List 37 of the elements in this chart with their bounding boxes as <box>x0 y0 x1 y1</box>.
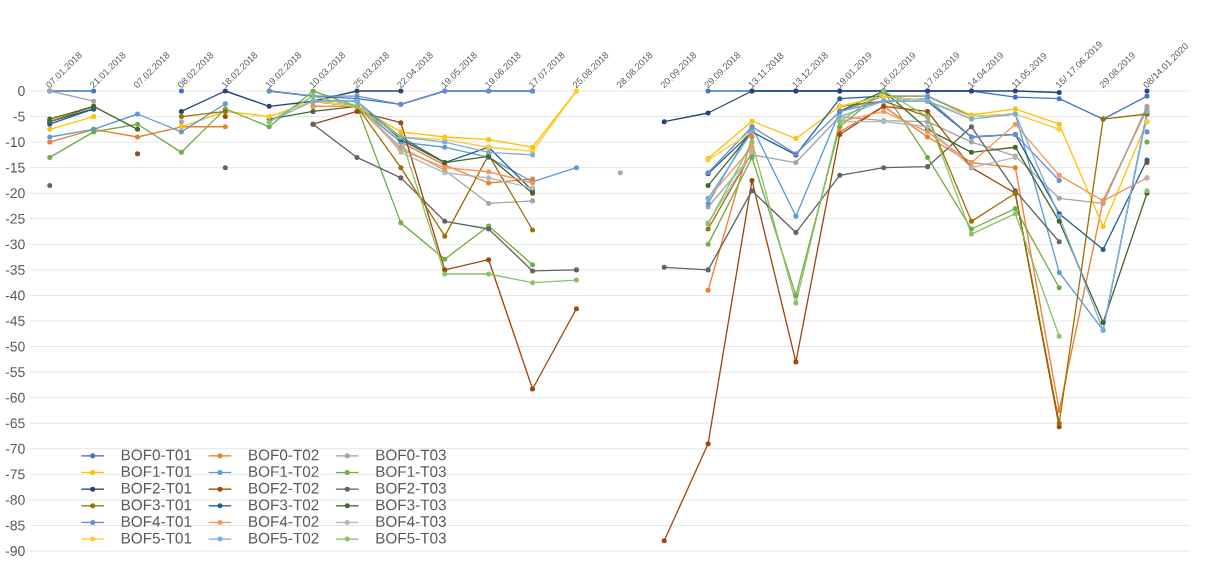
y-tick-label: -75 <box>5 469 25 480</box>
legend-label: BOF3-T01 <box>121 499 192 511</box>
y-tick-label: -10 <box>5 137 25 148</box>
y-tick-label: -5 <box>13 111 25 122</box>
y-tick-label: -55 <box>5 367 25 377</box>
y-tick-label: -70 <box>5 443 25 454</box>
legend-label: BOF2-T03 <box>376 482 446 494</box>
legend-label: BOF3-T02 <box>249 499 319 511</box>
legend-label: BOF2-T01 <box>121 482 192 494</box>
legend-label: BOF1-T03 <box>376 466 446 477</box>
y-tick-label: -35 <box>5 264 25 275</box>
legend-label: BOF0-T02 <box>249 449 319 461</box>
y-tick-label: -15 <box>5 162 25 173</box>
y-tick-label: -25 <box>5 213 25 224</box>
legend-label: BOF1-T02 <box>249 466 319 477</box>
legend-label: BOF1-T01 <box>121 466 192 477</box>
legend-label: BOF5-T01 <box>121 532 192 544</box>
legend-label: BOF2-T02 <box>249 482 319 494</box>
y-tick-label: 0 <box>18 86 25 96</box>
legend-label: BOF4-T03 <box>376 516 446 527</box>
y-tick-label: -80 <box>5 494 25 505</box>
y-tick-label: -85 <box>5 520 25 531</box>
legend-label: BOF5-T02 <box>249 532 319 544</box>
legend-label: BOF5-T03 <box>376 532 446 544</box>
y-tick-label: -90 <box>5 546 25 556</box>
y-tick-label: -60 <box>5 392 25 403</box>
y-tick-label: -45 <box>5 316 25 326</box>
legend-label: BOF4-T02 <box>249 516 319 527</box>
y-tick-label: -50 <box>5 341 25 352</box>
legend-label: BOF0-T01 <box>121 449 192 461</box>
y-tick-label: -40 <box>5 290 25 301</box>
y-tick-label: -65 <box>5 418 25 429</box>
y-tick-label: -20 <box>5 188 25 199</box>
y-tick-label: -30 <box>5 239 25 250</box>
legend-label: BOF3-T03 <box>376 499 446 511</box>
legend-label: BOF0-T03 <box>376 449 446 461</box>
legend-label: BOF4-T01 <box>121 516 192 527</box>
